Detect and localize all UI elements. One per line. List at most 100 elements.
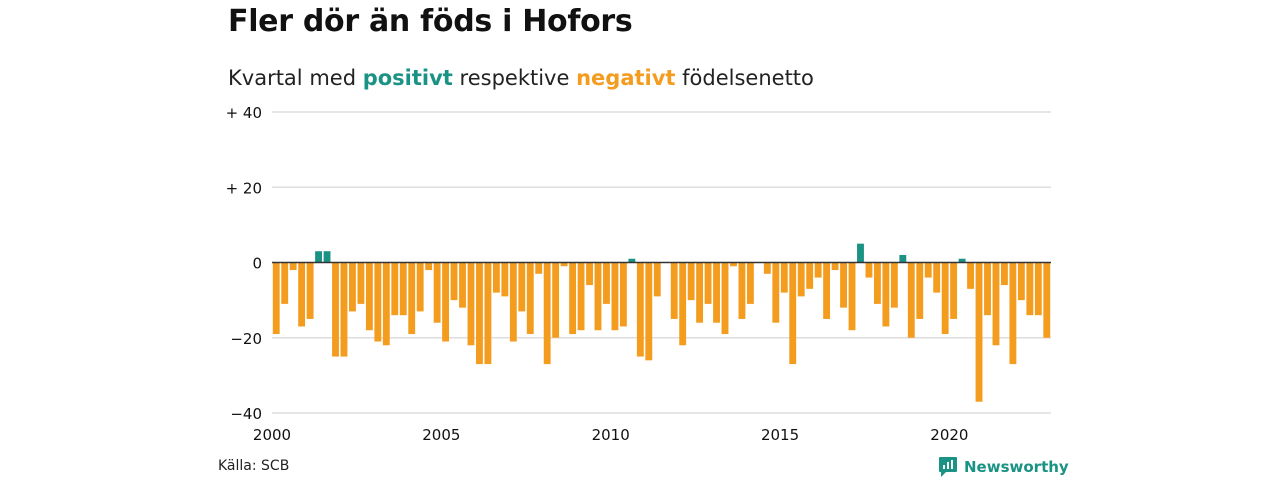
bar [907, 262, 915, 338]
bar [848, 262, 856, 331]
bar [797, 262, 805, 297]
bar [391, 262, 399, 316]
bar [467, 262, 475, 346]
bar [1043, 262, 1051, 338]
bar [594, 262, 602, 331]
bar [950, 262, 958, 319]
bar [890, 262, 898, 308]
bar [543, 262, 551, 365]
bar [679, 262, 687, 346]
bar [899, 254, 907, 263]
bar [924, 262, 932, 278]
bar [992, 262, 1000, 346]
bar [958, 258, 966, 263]
bar [670, 262, 678, 319]
bar [289, 262, 297, 271]
bar [806, 262, 814, 289]
bar [340, 262, 348, 357]
bar [628, 258, 636, 263]
bar [586, 262, 593, 286]
bar [442, 262, 450, 342]
bar-chart: + 40 + 20 0 −20 −40 2000 2005 2010 2015 2020 [226, 104, 1051, 444]
bars [272, 243, 1051, 402]
bar [1009, 262, 1017, 365]
bar [526, 262, 534, 334]
bar [272, 262, 280, 334]
bar [645, 262, 653, 361]
bar [1017, 262, 1025, 301]
x-tick-label: 2010 [592, 426, 630, 444]
bar [1034, 262, 1042, 316]
bar [492, 262, 500, 293]
chart-subtitle: Kvartal med positivt respektive negativt… [228, 66, 814, 90]
bar [882, 262, 890, 327]
bar [1000, 262, 1008, 286]
bar [332, 262, 339, 357]
bar [772, 262, 780, 323]
subtitle-text-middle: respektive [459, 66, 570, 90]
x-tick-label: 2005 [422, 426, 460, 444]
bar [433, 262, 441, 323]
bar [382, 262, 390, 346]
bar [933, 262, 941, 293]
bar [535, 262, 543, 274]
bar [704, 262, 712, 304]
bar [509, 262, 517, 342]
bar [746, 262, 754, 304]
bar [780, 262, 788, 293]
y-tick-label: + 20 [226, 179, 262, 197]
y-tick-label: 0 [252, 255, 262, 273]
subtitle-negative-label: negativt [576, 66, 676, 90]
bar [611, 262, 619, 331]
bar [831, 262, 839, 271]
bar [730, 262, 737, 267]
bar [459, 262, 466, 308]
bar [1026, 262, 1034, 316]
bar [374, 262, 382, 342]
bar [763, 262, 771, 274]
bar [484, 262, 492, 365]
bar [425, 262, 433, 271]
bar [306, 262, 314, 319]
bar [315, 251, 323, 263]
bar [653, 262, 661, 297]
y-tick-label: −40 [230, 405, 262, 423]
bar [984, 262, 991, 316]
subtitle-text-end: födelsenetto [682, 66, 814, 90]
bar [298, 262, 306, 327]
bar [857, 243, 864, 263]
bar [281, 262, 289, 304]
bar [603, 262, 610, 304]
bar [501, 262, 509, 297]
bar [738, 262, 746, 319]
bar [823, 262, 831, 319]
x-tick-label: 2000 [253, 426, 291, 444]
bar [518, 262, 526, 312]
grid-lines [272, 111, 1051, 414]
bar [721, 262, 729, 334]
bar [713, 262, 720, 323]
bar [552, 262, 560, 338]
subtitle-positive-label: positivt [362, 66, 453, 90]
bar [323, 251, 331, 263]
bar [814, 262, 822, 278]
bar [975, 262, 983, 402]
axes: + 40 + 20 0 −20 −40 2000 2005 2010 2015 2020 [226, 104, 1051, 444]
bar [636, 262, 644, 357]
bar-chart-speech-icon [939, 457, 957, 477]
y-tick-label: + 40 [226, 104, 262, 122]
x-tick-label: 2020 [930, 426, 968, 444]
bar [865, 262, 873, 278]
bar [873, 262, 881, 304]
bar [840, 262, 847, 308]
bar [365, 262, 373, 331]
y-tick-label: −20 [230, 330, 262, 348]
bar [399, 262, 407, 316]
bar [916, 262, 924, 319]
bar [687, 262, 695, 301]
subtitle-text-start: Kvartal med [228, 66, 357, 90]
bar [789, 262, 797, 365]
bar [416, 262, 424, 312]
brand-name: Newsworthy [964, 458, 1069, 476]
bar [476, 262, 483, 365]
